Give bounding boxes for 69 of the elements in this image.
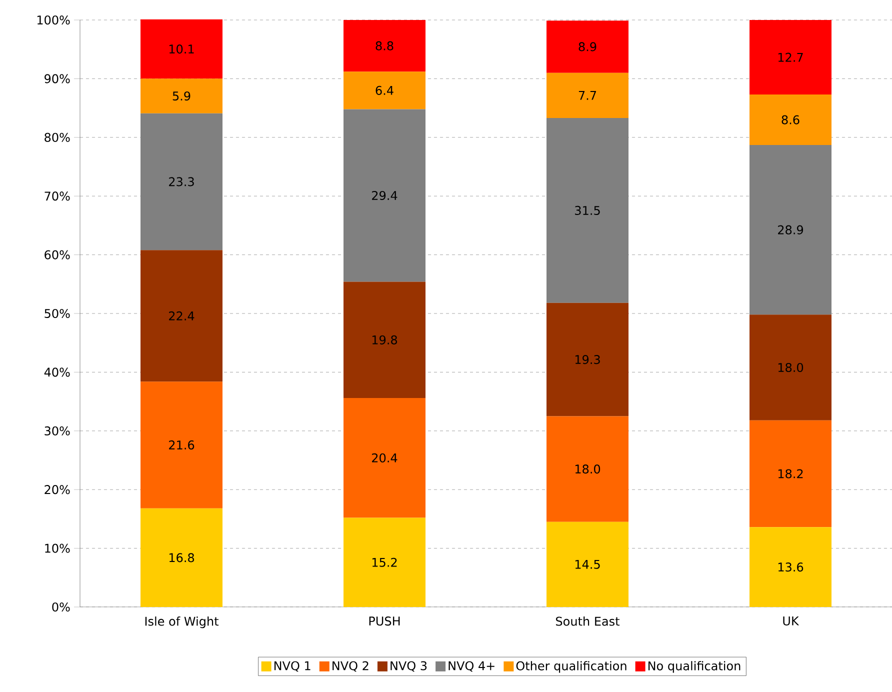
data-label: 18.0 xyxy=(575,464,600,474)
x-tick-label: PUSH xyxy=(369,616,400,626)
data-label: 8.6 xyxy=(782,115,800,124)
legend-label: Other qualification xyxy=(516,661,626,673)
data-label: 21.6 xyxy=(169,440,194,450)
legend-label: NVQ 1 xyxy=(274,661,310,672)
bar xyxy=(750,420,832,528)
legend-label: NVQ 2 xyxy=(332,661,368,672)
data-label: 7.7 xyxy=(578,91,596,100)
y-tick-label: 40% xyxy=(44,368,70,377)
bar xyxy=(344,282,426,398)
legend-label: NVQ 3 xyxy=(390,661,427,672)
data-label: 18.2 xyxy=(778,469,803,478)
bar xyxy=(344,518,426,607)
bar xyxy=(140,508,223,607)
bar xyxy=(750,527,832,607)
bar xyxy=(546,20,629,73)
bar xyxy=(140,382,223,508)
data-label: 29.4 xyxy=(372,190,398,200)
y-tick-label: 0% xyxy=(52,602,70,612)
data-label: 18.0 xyxy=(778,362,804,372)
data-label: 19.8 xyxy=(372,335,398,344)
data-label: 19.3 xyxy=(575,355,600,364)
y-tick-label: 60% xyxy=(44,250,70,260)
bar xyxy=(750,94,832,146)
data-label: 6.4 xyxy=(376,86,394,95)
bar xyxy=(546,416,629,522)
data-label: 23.3 xyxy=(169,177,194,186)
x-tick-label: South East xyxy=(556,616,620,626)
bar xyxy=(750,20,832,95)
data-label: 16.8 xyxy=(169,553,194,562)
y-tick-label: 100% xyxy=(37,15,70,25)
bar xyxy=(750,314,832,420)
data-label: 22.4 xyxy=(169,311,194,320)
bar xyxy=(140,113,223,250)
bar xyxy=(546,522,629,607)
bar xyxy=(546,302,629,416)
y-tick-label: 80% xyxy=(44,132,70,142)
data-label: 14.5 xyxy=(575,560,600,569)
legend-label: NVQ 4+ xyxy=(448,661,494,672)
data-label: 13.6 xyxy=(778,562,804,572)
y-tick-label: 50% xyxy=(44,308,70,318)
x-tick-label: UK xyxy=(783,616,800,626)
bar xyxy=(344,398,426,518)
x-tick-label: Isle of Wight xyxy=(145,616,219,628)
bar xyxy=(344,20,426,72)
data-label: 10.1 xyxy=(169,44,194,54)
bar xyxy=(140,19,223,79)
bar xyxy=(344,109,426,282)
y-tick-label: 10% xyxy=(45,544,70,553)
y-tick-label: 20% xyxy=(44,485,70,494)
y-tick-label: 70% xyxy=(44,192,70,201)
data-label: 12.7 xyxy=(778,52,803,62)
data-label: 8.9 xyxy=(578,42,596,52)
legend-label: No qualification xyxy=(648,661,740,673)
data-label: 8.8 xyxy=(376,41,394,50)
y-tick-label: 90% xyxy=(44,74,70,84)
data-label: 15.2 xyxy=(372,558,397,567)
bar xyxy=(344,72,426,110)
bar xyxy=(140,250,223,382)
data-label: 20.4 xyxy=(372,453,398,462)
y-tick-label: 30% xyxy=(44,426,70,436)
bar xyxy=(140,78,223,114)
data-label: 28.9 xyxy=(778,225,804,234)
bar xyxy=(546,72,629,118)
data-label: 5.9 xyxy=(172,91,190,101)
bar xyxy=(750,145,832,315)
data-label: 31.5 xyxy=(575,206,600,216)
bar xyxy=(546,118,629,303)
